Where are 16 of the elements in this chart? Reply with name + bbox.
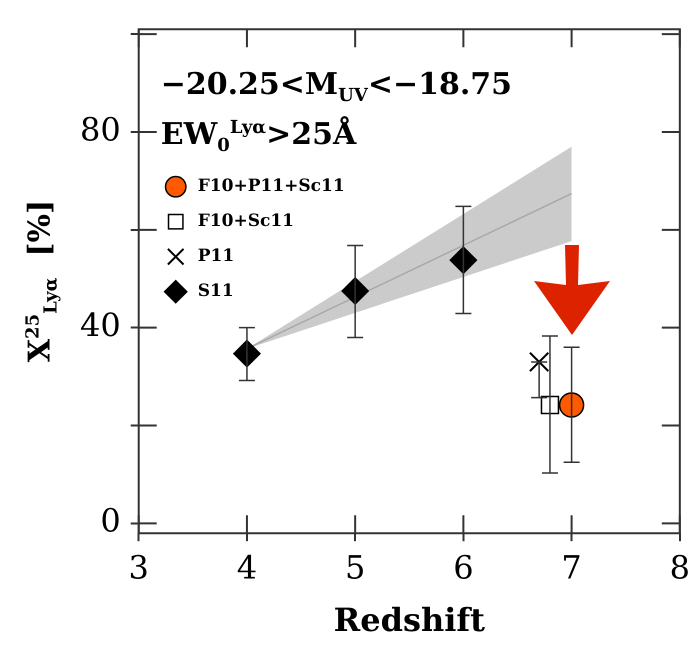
annotation: −20.25<M$_{UV}$<−18.75 (160, 67, 512, 106)
y-tick-label: 80 (80, 110, 121, 148)
x-axis-title: Redshift (334, 601, 486, 640)
legend-label: F10+Sc11 (198, 211, 294, 232)
x-tick-label: 8 (670, 548, 690, 587)
x-tick-label: 6 (453, 548, 474, 587)
x-tick-label: 3 (128, 548, 149, 587)
x-tick-label: 7 (561, 548, 582, 587)
x-tick-label: 4 (236, 548, 258, 587)
y-tick-label: 40 (80, 306, 121, 344)
legend-label: F10+P11+Sc11 (198, 176, 345, 196)
x-tick-label: 5 (344, 548, 366, 587)
legend-label: S11 (198, 281, 234, 302)
annotation: EW$_{0}$$^{Lyα}$>25Å (160, 117, 356, 156)
legend-label: P11 (198, 246, 234, 266)
y-tick-label: 0 (100, 502, 121, 540)
